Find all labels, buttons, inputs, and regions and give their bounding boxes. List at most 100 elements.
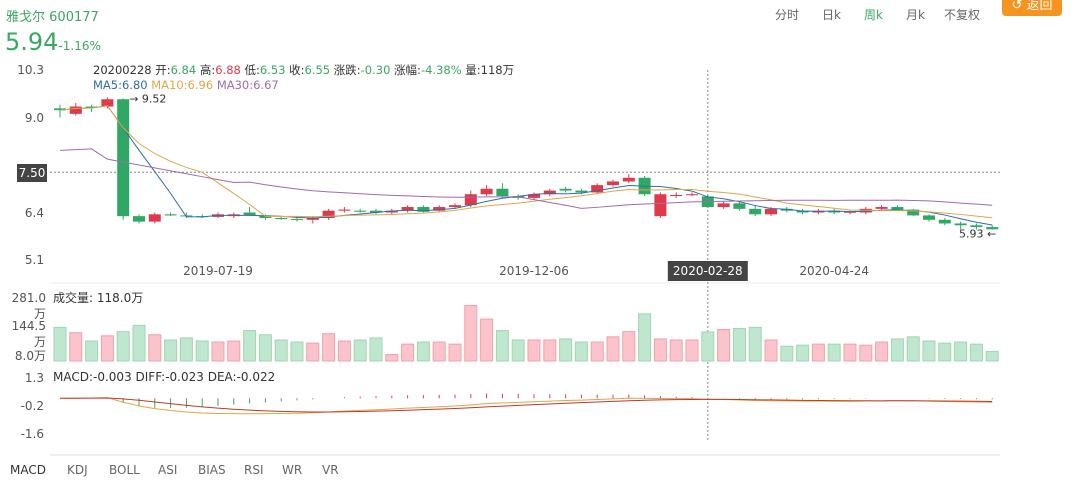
volume-bar <box>53 326 67 362</box>
candle <box>54 108 66 111</box>
candle <box>828 210 841 213</box>
x-axis-label: 2019-07-19 <box>183 264 253 278</box>
volume-bar <box>290 341 304 362</box>
candle <box>528 194 540 198</box>
candle <box>559 188 572 191</box>
volume-bar <box>906 336 920 362</box>
volume-bar <box>827 343 841 362</box>
crosshair-price-label: 7.50 <box>17 164 47 182</box>
indicator-boll[interactable]: BOLL <box>109 463 140 477</box>
candle <box>291 219 303 221</box>
info-change: -0.30 <box>360 63 391 77</box>
volume-bar <box>353 339 367 362</box>
volume-bar <box>574 341 588 362</box>
volume-bar <box>495 330 509 362</box>
volume-bar <box>543 339 557 362</box>
volume-bar <box>590 341 604 362</box>
indicator-macd[interactable]: MACD <box>10 463 46 477</box>
volume-bar <box>653 338 667 362</box>
volume-axis-label: 281.0万 <box>11 291 46 321</box>
candle <box>306 217 319 220</box>
volume-bar <box>685 339 699 362</box>
candle <box>543 190 556 195</box>
indicator-vr[interactable]: VR <box>322 463 339 477</box>
indicator-bias[interactable]: BIAS <box>198 463 226 477</box>
volume-bar <box>306 342 320 362</box>
tab-intraday[interactable]: 分时 <box>775 8 800 22</box>
tab-no-adjust[interactable]: 不复权 <box>944 8 981 22</box>
info-label: 量: <box>465 63 481 77</box>
volume-bar <box>922 340 936 362</box>
price-axis-label: 6.4 <box>24 206 44 220</box>
candle <box>796 210 809 213</box>
ma30-label: MA30:6.67 <box>216 78 279 92</box>
x-axis-label: 2020-02-28 <box>673 264 743 278</box>
info-pct: -4.38% <box>420 63 462 77</box>
price-value: 5.94 <box>5 28 59 56</box>
info-label: 开: <box>155 63 171 77</box>
candle <box>954 223 967 226</box>
volume-bar <box>811 343 825 362</box>
volume-bar <box>859 344 873 362</box>
candle <box>449 205 461 208</box>
volume-axis-label: 144.5万 <box>11 319 46 349</box>
stock-code: 600177 <box>49 10 99 25</box>
macd-axis-label: 1.3 <box>24 371 44 385</box>
crosshair-date-box <box>667 261 748 281</box>
candle <box>433 207 446 211</box>
volume-bar <box>164 339 178 362</box>
tab-daily-k[interactable]: 日k <box>822 8 841 22</box>
info-date: 20200228 <box>93 63 152 77</box>
volume-axis-label: 8.0万 <box>14 349 46 363</box>
volume-bar <box>954 341 968 362</box>
indicator-rsi[interactable]: RSI <box>244 463 264 477</box>
candle <box>243 212 256 216</box>
volume-bar <box>385 354 399 362</box>
volume-bar <box>638 313 652 362</box>
stock-name: 雅戈尔 <box>6 10 46 25</box>
indicator-wr[interactable]: WR <box>282 463 303 477</box>
candle <box>117 99 130 217</box>
indicator-asi[interactable]: ASI <box>158 463 178 477</box>
ma5-label: MA5:6.80 <box>93 78 148 92</box>
price-axis-label: 5.1 <box>24 253 44 267</box>
volume-bar <box>85 340 99 362</box>
tab-monthly-k[interactable]: 月k <box>906 8 925 22</box>
candle <box>891 207 904 210</box>
volume-bar <box>243 330 257 362</box>
tab-weekly-k[interactable]: 周k <box>864 8 883 22</box>
info-label: 低: <box>244 63 260 77</box>
candle <box>417 207 430 212</box>
volume-bar <box>416 341 430 362</box>
candle <box>275 217 288 220</box>
volume-bar <box>985 350 999 362</box>
change-percent: -1.16% <box>58 39 101 53</box>
volume-bar <box>764 339 778 362</box>
price-axis-label: 10.3 <box>17 63 44 77</box>
volume-bar <box>780 345 794 362</box>
candle <box>591 185 604 193</box>
volume-bar <box>527 339 541 362</box>
candle <box>907 209 920 216</box>
indicator-kdj[interactable]: KDJ <box>67 463 88 477</box>
candle <box>69 106 82 114</box>
volume-bar <box>369 337 383 362</box>
back-button[interactable]: ↺ 返回 <box>1002 0 1062 16</box>
info-label: 涨幅: <box>394 63 421 77</box>
volume-bar <box>179 337 193 362</box>
info-high: 6.88 <box>215 63 241 77</box>
candle <box>844 211 856 213</box>
info-low: 6.53 <box>259 63 286 77</box>
candle <box>686 194 698 196</box>
candle <box>480 188 493 195</box>
volume-label: 成交量: 118.0万 <box>53 291 144 305</box>
candle <box>986 227 999 230</box>
volume-bar <box>938 342 952 362</box>
candle <box>733 203 746 209</box>
volume-bar <box>227 340 241 362</box>
candle <box>780 208 793 211</box>
candle <box>607 181 619 186</box>
candle <box>765 208 777 215</box>
volume-bar <box>69 332 83 362</box>
